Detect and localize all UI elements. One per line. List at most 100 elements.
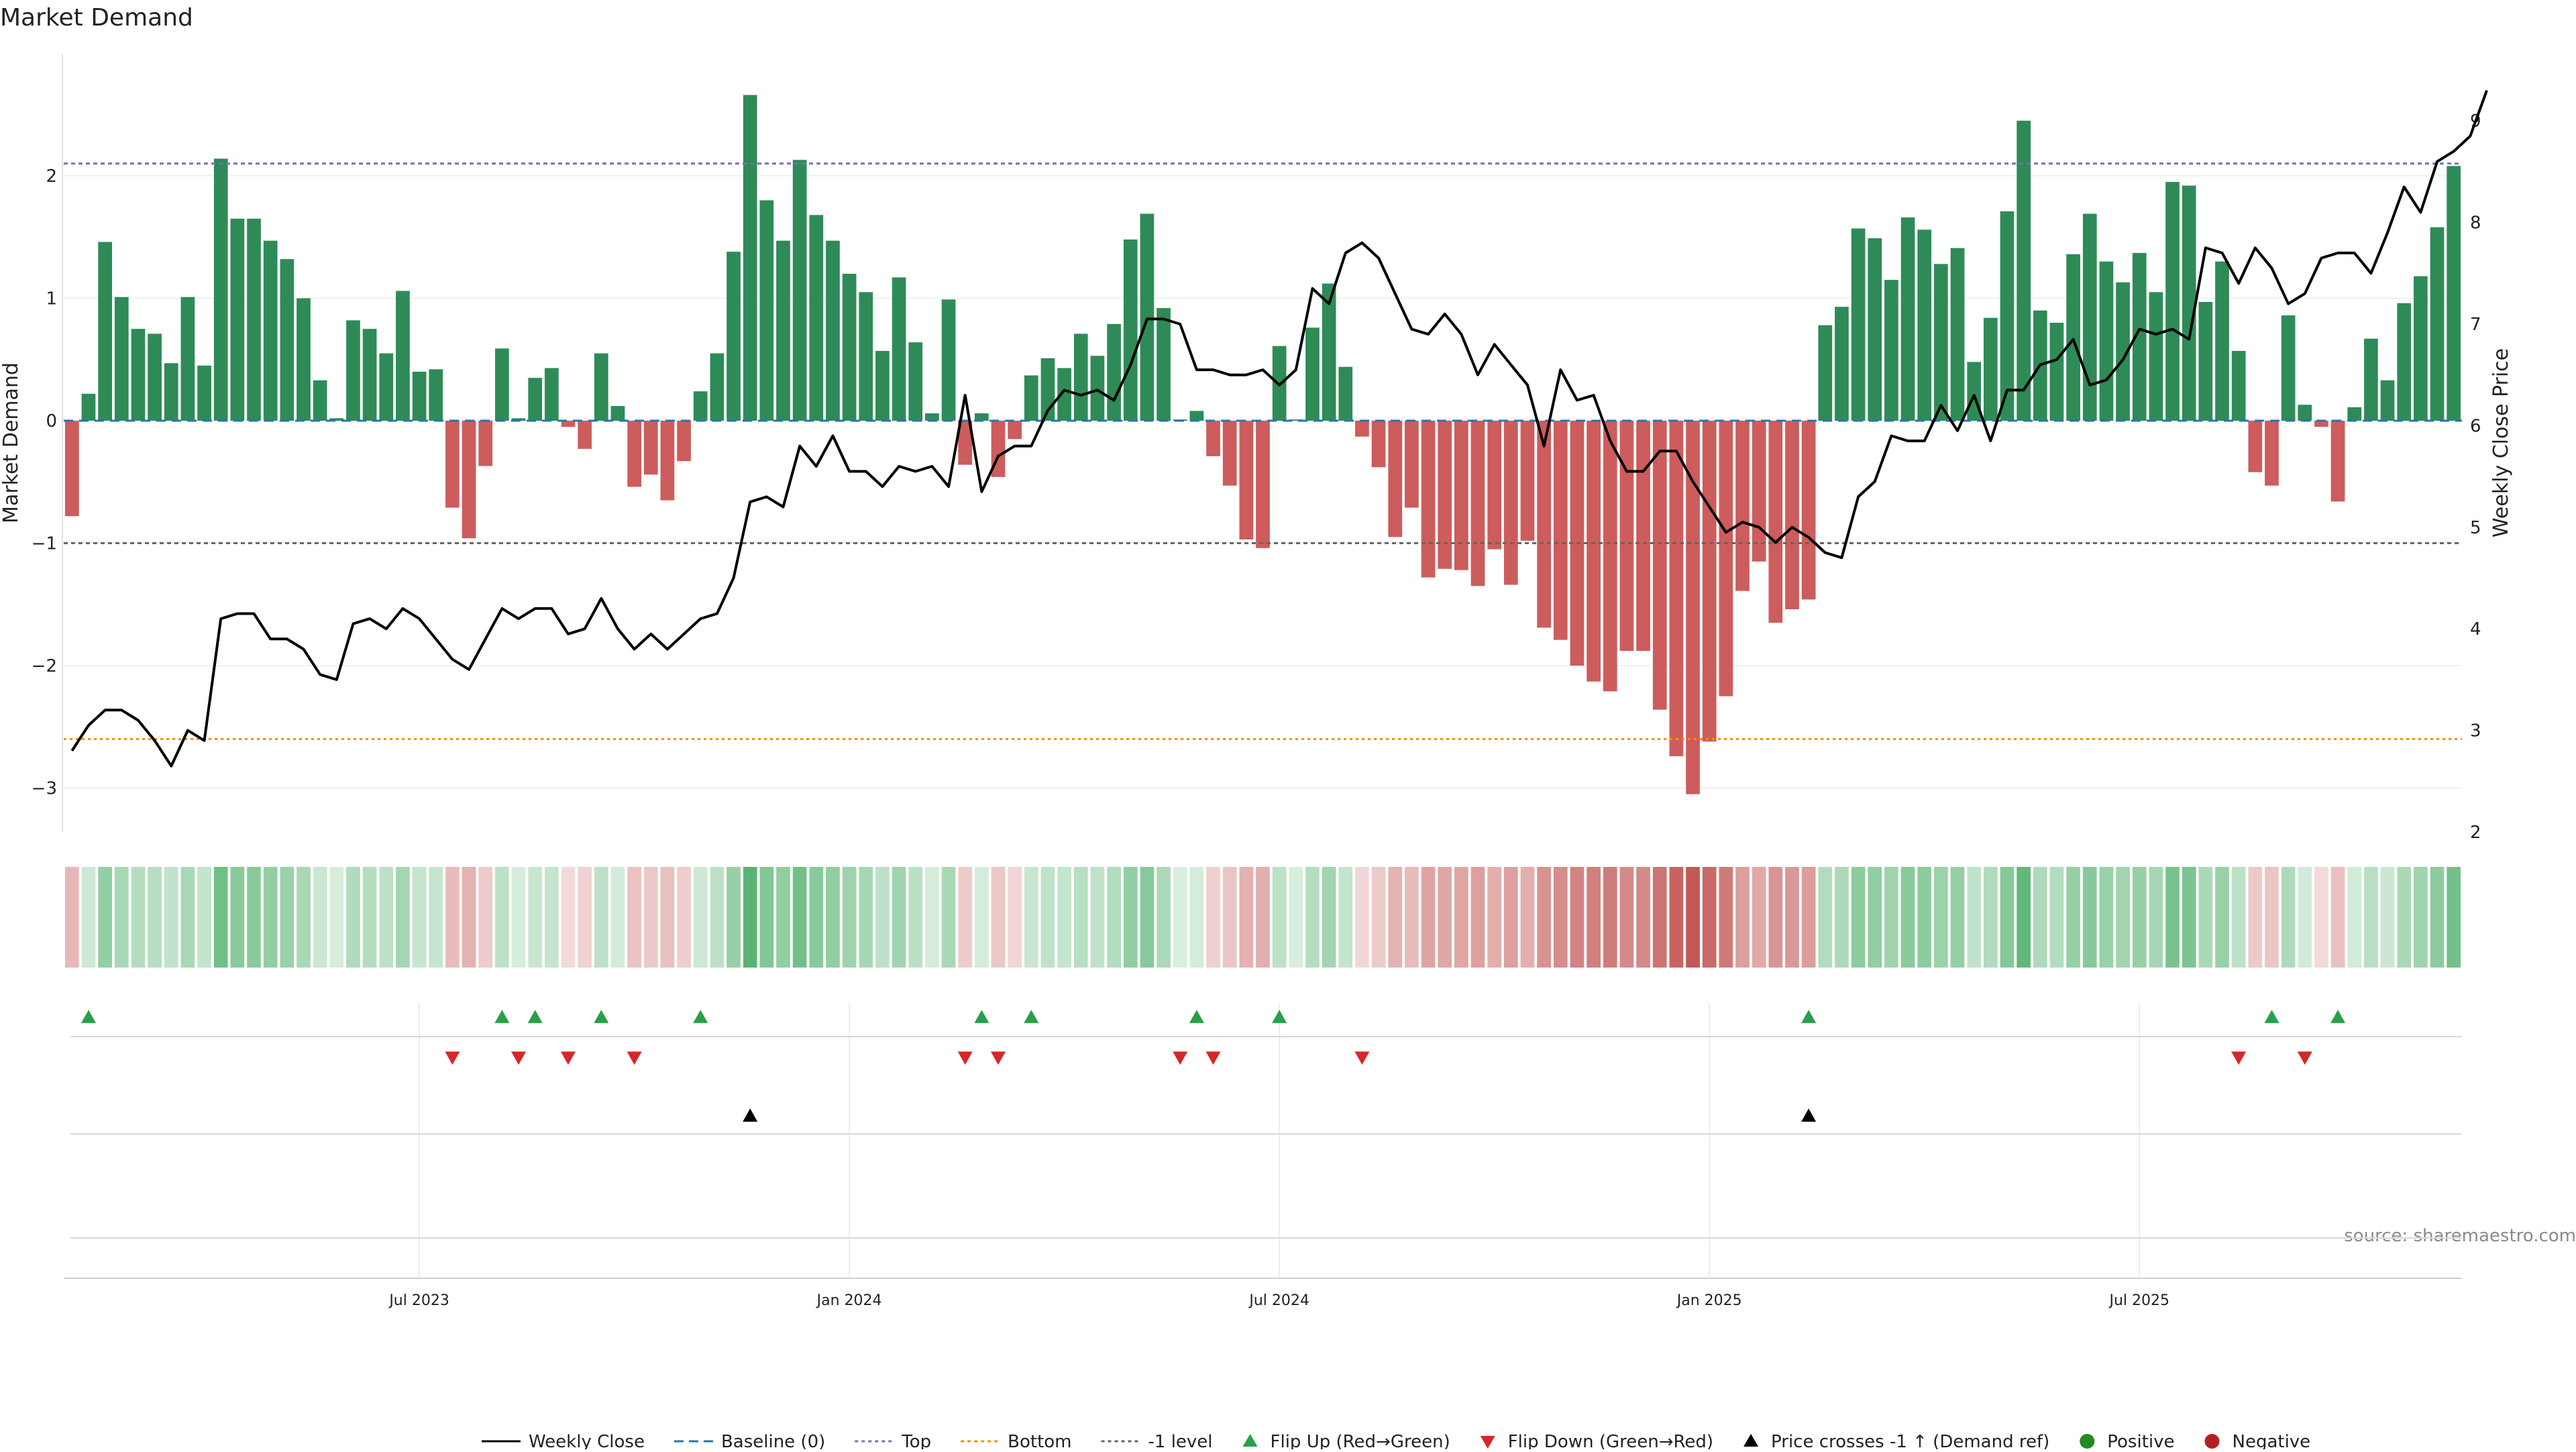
- legend-label: Flip Up (Red→Green): [1271, 1432, 1450, 1449]
- bar-positive: [81, 393, 96, 421]
- heat-cell-positive: [710, 867, 724, 968]
- bar-positive: [826, 240, 840, 421]
- heat-cell-positive: [81, 867, 96, 968]
- heat-cell-positive: [842, 867, 857, 968]
- heat-cell-positive: [2281, 867, 2296, 968]
- bar-positive: [727, 252, 741, 421]
- bar-positive: [131, 329, 146, 421]
- bar-positive: [1338, 366, 1353, 421]
- bar-positive: [1950, 248, 1965, 421]
- bar-negative: [1619, 421, 1634, 652]
- heat-cell-positive: [131, 867, 146, 968]
- heat-cell-negative: [2330, 867, 2345, 968]
- y-tick-label: −3: [32, 779, 57, 799]
- heat-cell-positive: [180, 867, 195, 968]
- heat-cell-negative: [1454, 867, 1468, 968]
- flip-up-marker: [2330, 1010, 2346, 1023]
- bar-positive: [1140, 213, 1155, 421]
- heat-cell-positive: [1073, 867, 1088, 968]
- heat-cell-negative: [1652, 867, 1667, 968]
- heat-cell-negative: [1239, 867, 1254, 968]
- bar-positive: [975, 413, 989, 421]
- heat-cell-positive: [2165, 867, 2180, 968]
- bar-positive: [329, 418, 344, 421]
- bar-positive: [2165, 182, 2180, 421]
- heat-cell-negative: [64, 867, 79, 968]
- heat-cell-positive: [610, 867, 625, 968]
- heat-cell-negative: [1438, 867, 1452, 968]
- bar-positive: [511, 418, 526, 421]
- flip-up-marker: [974, 1010, 989, 1023]
- flip-down-marker: [1205, 1051, 1221, 1065]
- flip-up-marker: [527, 1010, 543, 1023]
- bar-negative: [578, 421, 592, 449]
- heat-cell-positive: [495, 867, 509, 968]
- heat-cell-positive: [429, 867, 443, 968]
- bar-positive: [1073, 333, 1088, 421]
- legend-item-positive: Positive: [2080, 1432, 2175, 1452]
- heat-cell-positive: [379, 867, 394, 968]
- heat-cell-negative: [578, 867, 592, 968]
- heat-cell-positive: [1835, 867, 1849, 968]
- heat-cell-negative: [478, 867, 493, 968]
- heat-cell-positive: [1173, 867, 1187, 968]
- bar-negative: [1503, 421, 1518, 585]
- heat-cell-positive: [2215, 867, 2229, 968]
- heat-cell-negative: [1222, 867, 1237, 968]
- heat-cell-positive: [2033, 867, 2047, 968]
- bar-negative: [1008, 421, 1022, 439]
- heat-cell-positive: [2017, 867, 2031, 968]
- bar-negative: [1785, 421, 1799, 610]
- bar-positive: [1057, 368, 1071, 421]
- heat-cell-positive: [114, 867, 129, 968]
- y2-tick-label: 7: [2470, 315, 2481, 335]
- heat-cell-positive: [859, 867, 873, 968]
- heat-cell-positive: [544, 867, 559, 968]
- heat-cell-positive: [2414, 867, 2428, 968]
- bar-negative: [478, 421, 493, 466]
- bar-positive: [362, 329, 377, 421]
- y-axis-label: Market Demand: [0, 362, 23, 523]
- heat-cell-negative: [1256, 867, 1270, 968]
- bar-negative: [958, 421, 973, 465]
- flip-down-marker: [445, 1051, 460, 1065]
- bar-positive: [2414, 276, 2428, 421]
- heat-cell-negative: [1371, 867, 1386, 968]
- heat-cell-positive: [1950, 867, 1965, 968]
- heat-cell-negative: [561, 867, 576, 968]
- legend-symbol-triangle-down: [1480, 1436, 1495, 1449]
- chart-title: Market Demand: [0, 4, 193, 32]
- bar-positive: [759, 200, 774, 421]
- bar-negative: [1520, 421, 1535, 541]
- heat-cell-positive: [1189, 867, 1204, 968]
- bar-positive: [610, 406, 625, 421]
- flip-down-marker: [627, 1051, 642, 1065]
- bar-positive: [776, 240, 790, 421]
- bar-positive: [1289, 419, 1303, 421]
- bar-negative: [1222, 421, 1237, 486]
- flip-up-marker: [2264, 1010, 2279, 1023]
- bar-positive: [114, 297, 129, 421]
- heat-cell-negative: [2248, 867, 2263, 968]
- heat-cell-negative: [1719, 867, 1733, 968]
- bar-positive: [528, 378, 543, 421]
- bar-negative: [627, 421, 641, 487]
- heat-cell-negative: [1553, 867, 1568, 968]
- legend-label: Positive: [2107, 1432, 2174, 1449]
- heat-cell-positive: [892, 867, 906, 968]
- bar-positive: [2049, 323, 2064, 421]
- bar-negative: [445, 421, 460, 508]
- flip-down-marker: [991, 1051, 1006, 1065]
- bar-positive: [2347, 407, 2362, 421]
- demand-bars: [64, 95, 2461, 794]
- heat-cell-negative: [1470, 867, 1485, 968]
- flip-up-marker: [494, 1010, 510, 1023]
- bar-negative: [1735, 421, 1750, 591]
- bar-positive: [180, 297, 195, 421]
- legend-label: Flip Down (Green→Red): [1508, 1432, 1713, 1449]
- bar-positive: [1322, 283, 1336, 421]
- legend-item-price-crosses-1-demand-ref: Price crosses -1 ↑ (Demand ref): [1743, 1432, 2049, 1452]
- legend-item-bottom: Bottom: [961, 1432, 1072, 1452]
- heat-cell-negative: [1421, 867, 1436, 968]
